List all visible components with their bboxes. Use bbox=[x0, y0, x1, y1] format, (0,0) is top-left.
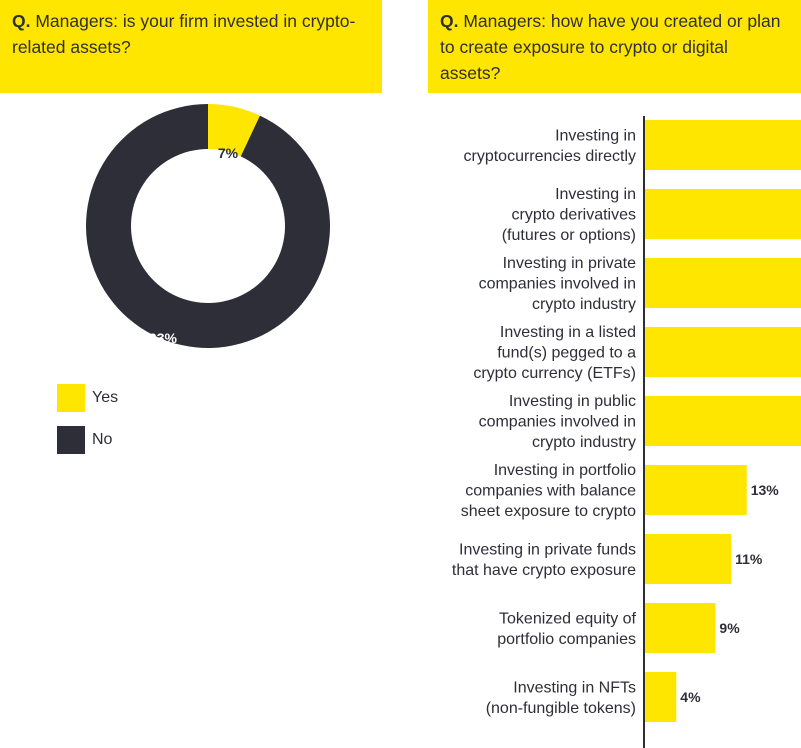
legend-label-yes: Yes bbox=[92, 389, 119, 406]
right-question-prefix: Q. bbox=[440, 11, 459, 31]
bar-category-line: cryptocurrencies directly bbox=[464, 148, 637, 165]
left-question-text: Managers: is your firm invested in crypt… bbox=[12, 11, 356, 57]
bar-7 bbox=[645, 534, 732, 584]
bar-category-line: Investing in NFTs bbox=[513, 679, 636, 696]
bar-category-line: Investing in a listed bbox=[500, 324, 636, 341]
donut-label-yes: 7% bbox=[218, 145, 239, 161]
bar-category-line: that have crypto exposure bbox=[452, 562, 636, 579]
bar-category-label-8: Tokenized equity of portfolio companies bbox=[497, 610, 636, 648]
left-question-header: Q. Managers: is your firm invested in cr… bbox=[0, 0, 382, 93]
bar-category-line: portfolio companies bbox=[497, 631, 636, 648]
bar-category-line: sheet exposure to crypto bbox=[461, 503, 636, 520]
right-question-text: Managers: how have you created or plan t… bbox=[440, 11, 781, 83]
legend-swatch-yes bbox=[57, 384, 85, 412]
bar-category-label-5: Investing in public companies involved in… bbox=[479, 393, 636, 451]
bar-category-line: Investing in bbox=[555, 127, 636, 144]
bar-8 bbox=[645, 603, 716, 653]
bar-category-label-4: Investing in a listed fund(s) pegged to a… bbox=[473, 324, 636, 382]
bar-category-line: crypto currency (ETFs) bbox=[473, 365, 636, 382]
bar-6 bbox=[645, 465, 747, 515]
bar-category-line: Investing in private bbox=[503, 255, 637, 272]
bar-9 bbox=[645, 672, 677, 722]
bar-category-line: (non-fungible tokens) bbox=[486, 700, 636, 717]
bar-category-line: companies with balance bbox=[465, 483, 636, 500]
bar-5 bbox=[645, 396, 801, 446]
bar-category-label-3: Investing in private companies involved i… bbox=[479, 255, 637, 313]
bar-category-line: crypto derivatives bbox=[512, 207, 637, 224]
bar-2 bbox=[645, 189, 801, 239]
bar-category-label-7: Investing in private funds that have cryp… bbox=[452, 541, 636, 579]
bar-category-line: crypto industry bbox=[532, 296, 636, 313]
bar-category-line: Investing in public bbox=[509, 393, 636, 410]
bar-category-label-6: Investing in portfolio companies with bal… bbox=[461, 462, 636, 520]
legend-item-no: No bbox=[57, 426, 112, 454]
bar-value-label-9: 4% bbox=[680, 689, 701, 705]
legend-swatch-no bbox=[57, 426, 85, 454]
left-question-prefix: Q. bbox=[12, 11, 31, 31]
bar-category-label-2: Investing in crypto derivatives (futures o… bbox=[502, 186, 636, 244]
donut-slice-yes bbox=[208, 104, 260, 157]
donut-chart: 7% 93% bbox=[85, 104, 330, 349]
bar-category-line: (futures or options) bbox=[502, 227, 636, 244]
bar-1 bbox=[645, 120, 801, 170]
bar-value-label-8: 9% bbox=[719, 620, 740, 636]
bar-category-line: crypto industry bbox=[532, 434, 636, 451]
legend-label-no: No bbox=[92, 431, 113, 448]
donut-slice-no bbox=[85, 104, 330, 349]
bar-3 bbox=[645, 258, 801, 308]
bar-4 bbox=[645, 327, 801, 377]
donut-label-no: 93% bbox=[149, 330, 178, 346]
bar-category-label-1: Investing in cryptocurrencies directly bbox=[464, 127, 637, 165]
bar-category-line: Tokenized equity of bbox=[499, 610, 637, 627]
bar-category-line: fund(s) pegged to a bbox=[497, 345, 636, 362]
bar-category-line: companies involved in bbox=[479, 414, 636, 431]
right-question-header: Q. Managers: how have you created or pla… bbox=[428, 0, 801, 93]
bar-category-line: Investing in bbox=[555, 186, 636, 203]
bar-value-label-6: 13% bbox=[751, 482, 780, 498]
bar-category-line: companies involved in bbox=[479, 276, 636, 293]
bar-category-line: Investing in portfolio bbox=[494, 462, 636, 479]
legend-item-yes: Yes bbox=[57, 384, 118, 412]
bar-category-label-9: Investing in NFTs (non-fungible tokens) bbox=[486, 679, 636, 717]
bar-value-label-7: 11% bbox=[735, 551, 763, 567]
bar-category-line: Investing in private funds bbox=[459, 541, 636, 558]
